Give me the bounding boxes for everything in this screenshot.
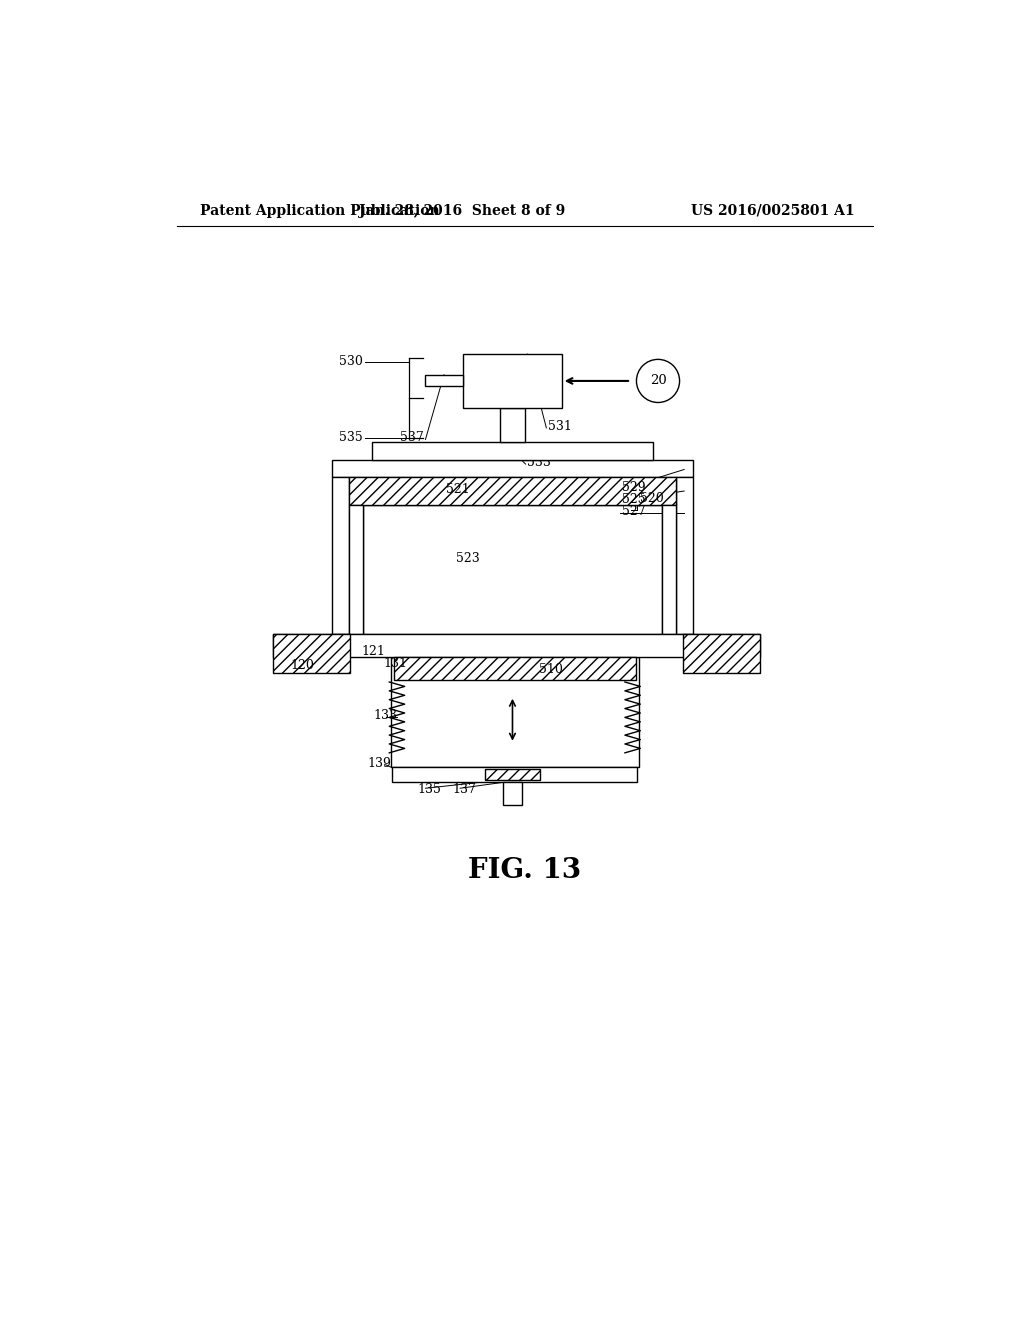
Text: 530: 530 <box>339 355 364 368</box>
Text: 139: 139 <box>368 758 391 770</box>
Text: Jan. 28, 2016  Sheet 8 of 9: Jan. 28, 2016 Sheet 8 of 9 <box>358 203 565 218</box>
Bar <box>662 504 676 635</box>
Text: 533: 533 <box>527 455 551 469</box>
Bar <box>333 461 692 478</box>
Text: 521: 521 <box>446 483 470 496</box>
Bar <box>391 657 639 767</box>
Text: US 2016/0025801 A1: US 2016/0025801 A1 <box>691 203 854 218</box>
Text: 20: 20 <box>649 375 667 388</box>
Bar <box>484 770 541 780</box>
Text: 520: 520 <box>640 492 664 506</box>
Text: 121: 121 <box>361 644 385 657</box>
Bar <box>500 408 525 442</box>
Bar <box>392 767 637 781</box>
Bar <box>273 635 350 673</box>
Text: Patent Application Publication: Patent Application Publication <box>200 203 439 218</box>
Bar <box>349 504 364 635</box>
Bar <box>373 442 652 461</box>
Text: 137: 137 <box>453 783 476 796</box>
Bar <box>273 635 760 657</box>
Bar <box>349 478 676 506</box>
Text: 529: 529 <box>622 482 645 495</box>
Text: 120: 120 <box>291 659 314 672</box>
Bar <box>364 504 662 635</box>
Text: 537: 537 <box>400 432 424 445</box>
Text: FIG. 13: FIG. 13 <box>468 857 582 884</box>
Text: 131: 131 <box>383 657 408 671</box>
Text: 531: 531 <box>548 420 571 433</box>
Bar <box>683 635 760 673</box>
Text: 535: 535 <box>339 432 364 445</box>
Bar <box>463 354 562 408</box>
Text: 523: 523 <box>457 552 480 565</box>
Text: 510: 510 <box>539 663 562 676</box>
Text: 525: 525 <box>622 492 645 506</box>
Bar <box>425 375 463 385</box>
Text: 133: 133 <box>374 709 398 722</box>
Text: 527: 527 <box>622 504 645 517</box>
Bar <box>503 781 521 805</box>
Bar <box>333 478 349 635</box>
Bar <box>676 478 692 635</box>
Bar <box>394 657 636 681</box>
Circle shape <box>637 359 680 403</box>
Text: 135: 135 <box>418 783 441 796</box>
